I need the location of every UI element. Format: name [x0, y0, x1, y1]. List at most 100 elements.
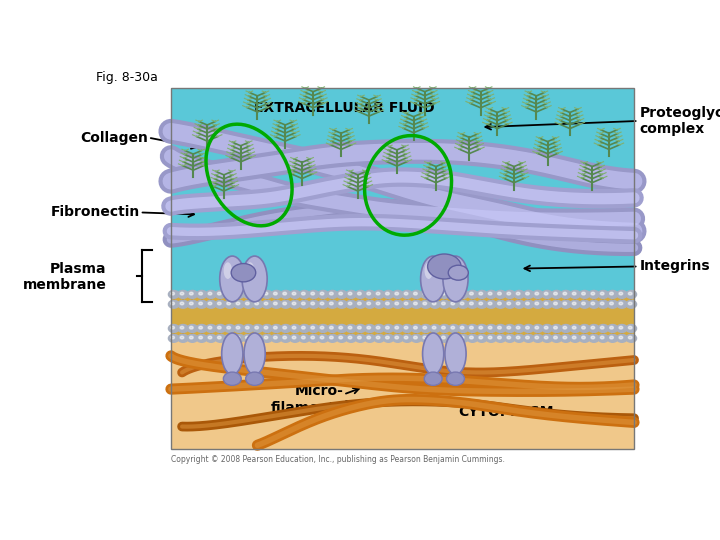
Circle shape — [526, 292, 529, 295]
Circle shape — [563, 336, 567, 339]
Circle shape — [336, 291, 347, 298]
Circle shape — [253, 325, 263, 333]
Circle shape — [271, 291, 282, 298]
Circle shape — [420, 334, 431, 342]
Circle shape — [395, 336, 399, 339]
Circle shape — [402, 291, 413, 298]
Circle shape — [189, 326, 193, 329]
Circle shape — [206, 291, 216, 298]
Text: Integrins: Integrins — [639, 259, 710, 273]
Circle shape — [299, 334, 310, 342]
Circle shape — [507, 336, 510, 339]
Circle shape — [610, 326, 613, 329]
Circle shape — [451, 292, 454, 295]
Circle shape — [563, 326, 567, 329]
Circle shape — [570, 334, 580, 342]
Circle shape — [311, 336, 315, 339]
Circle shape — [262, 291, 272, 298]
Circle shape — [449, 300, 459, 308]
Text: Collagen: Collagen — [81, 131, 148, 145]
Circle shape — [449, 325, 459, 333]
Circle shape — [572, 302, 576, 305]
Circle shape — [469, 302, 473, 305]
Circle shape — [358, 326, 361, 329]
Circle shape — [320, 326, 324, 329]
Circle shape — [514, 300, 524, 308]
Circle shape — [563, 302, 567, 305]
Circle shape — [486, 334, 497, 342]
Text: CYTOPLASM: CYTOPLASM — [458, 405, 554, 419]
Circle shape — [377, 292, 380, 295]
Circle shape — [355, 325, 366, 333]
Circle shape — [570, 291, 580, 298]
Circle shape — [610, 292, 613, 295]
Circle shape — [246, 302, 249, 305]
Circle shape — [430, 325, 441, 333]
Circle shape — [255, 336, 258, 339]
Circle shape — [217, 326, 221, 329]
Circle shape — [600, 326, 604, 329]
Circle shape — [430, 300, 441, 308]
Circle shape — [289, 325, 300, 333]
Circle shape — [358, 302, 361, 305]
Circle shape — [498, 302, 501, 305]
Circle shape — [178, 334, 189, 342]
Text: Fig. 8-30a: Fig. 8-30a — [96, 71, 158, 84]
Circle shape — [377, 326, 380, 329]
Circle shape — [330, 336, 333, 339]
Circle shape — [236, 302, 240, 305]
Circle shape — [264, 302, 268, 305]
Ellipse shape — [242, 256, 267, 302]
Circle shape — [572, 326, 576, 329]
Circle shape — [554, 302, 557, 305]
Circle shape — [168, 300, 179, 308]
Circle shape — [467, 325, 478, 333]
Text: Proteoglycan
complex: Proteoglycan complex — [639, 106, 720, 136]
Circle shape — [392, 325, 403, 333]
Circle shape — [449, 265, 468, 280]
Circle shape — [274, 302, 277, 305]
Circle shape — [619, 302, 623, 305]
Circle shape — [289, 291, 300, 298]
Circle shape — [467, 291, 478, 298]
Circle shape — [281, 325, 291, 333]
Circle shape — [336, 300, 347, 308]
Circle shape — [460, 292, 464, 295]
Circle shape — [225, 291, 235, 298]
Circle shape — [302, 302, 305, 305]
Circle shape — [253, 300, 263, 308]
Circle shape — [264, 336, 268, 339]
Circle shape — [364, 334, 375, 342]
Circle shape — [171, 326, 174, 329]
Ellipse shape — [244, 333, 265, 375]
Circle shape — [274, 336, 277, 339]
Circle shape — [367, 326, 371, 329]
Circle shape — [572, 292, 576, 295]
Circle shape — [591, 326, 595, 329]
Circle shape — [619, 326, 623, 329]
Circle shape — [292, 302, 296, 305]
Circle shape — [234, 300, 244, 308]
Circle shape — [348, 292, 352, 295]
Circle shape — [246, 326, 249, 329]
Circle shape — [289, 300, 300, 308]
Circle shape — [544, 292, 548, 295]
Circle shape — [262, 334, 272, 342]
Circle shape — [600, 292, 604, 295]
Bar — [171, 337, 634, 449]
Circle shape — [479, 336, 482, 339]
Circle shape — [395, 292, 399, 295]
Circle shape — [629, 326, 632, 329]
Circle shape — [495, 291, 506, 298]
Circle shape — [171, 302, 174, 305]
Circle shape — [302, 326, 305, 329]
Circle shape — [385, 292, 390, 295]
Circle shape — [516, 326, 520, 329]
Circle shape — [542, 291, 552, 298]
Circle shape — [544, 336, 548, 339]
Circle shape — [339, 302, 343, 305]
Circle shape — [292, 326, 296, 329]
Circle shape — [589, 291, 599, 298]
Text: Copyright © 2008 Pearson Education, Inc., publishing as Pearson Benjamin Cumming: Copyright © 2008 Pearson Education, Inc.… — [171, 455, 505, 464]
Circle shape — [383, 300, 394, 308]
